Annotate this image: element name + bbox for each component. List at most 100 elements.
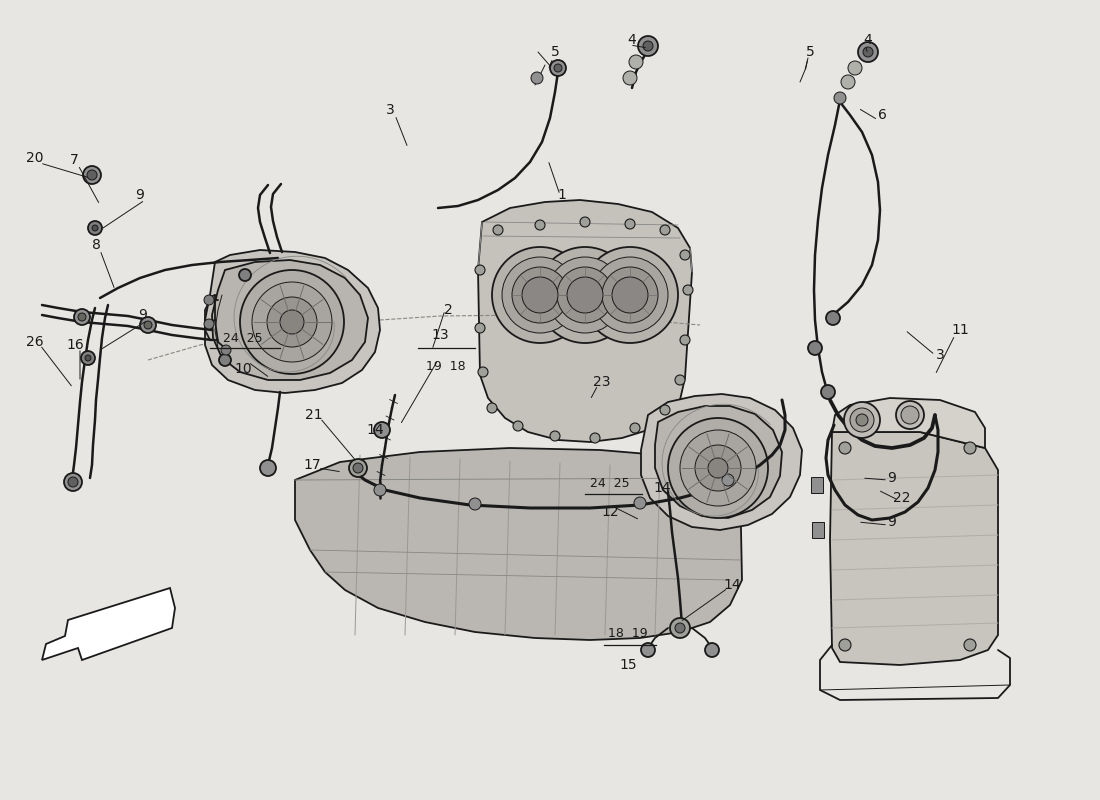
Circle shape: [221, 345, 231, 355]
Text: 11: 11: [952, 323, 969, 337]
Text: 26: 26: [26, 335, 44, 349]
Circle shape: [660, 405, 670, 415]
Polygon shape: [830, 432, 998, 665]
Circle shape: [708, 458, 728, 478]
Circle shape: [88, 221, 102, 235]
Circle shape: [144, 321, 152, 329]
Circle shape: [78, 313, 86, 321]
Circle shape: [547, 257, 623, 333]
Circle shape: [592, 257, 668, 333]
Circle shape: [864, 47, 873, 57]
Circle shape: [612, 277, 648, 313]
Circle shape: [670, 618, 690, 638]
Circle shape: [260, 460, 276, 476]
Polygon shape: [654, 406, 782, 518]
Circle shape: [140, 317, 156, 333]
Circle shape: [675, 623, 685, 633]
Circle shape: [204, 295, 214, 305]
Text: 5: 5: [805, 45, 814, 59]
Circle shape: [531, 72, 543, 84]
Circle shape: [964, 639, 976, 651]
Polygon shape: [42, 588, 175, 660]
Circle shape: [901, 406, 918, 424]
Circle shape: [668, 418, 768, 518]
Circle shape: [634, 497, 646, 509]
Circle shape: [644, 41, 653, 51]
Text: 7: 7: [69, 153, 78, 167]
Circle shape: [469, 498, 481, 510]
Text: 3: 3: [386, 103, 395, 117]
Text: 12: 12: [602, 505, 619, 519]
Text: 9: 9: [135, 188, 144, 202]
Circle shape: [848, 61, 862, 75]
Circle shape: [353, 463, 363, 473]
Circle shape: [680, 430, 756, 506]
Text: 24  25: 24 25: [591, 477, 630, 490]
Circle shape: [219, 354, 231, 366]
Circle shape: [580, 217, 590, 227]
Polygon shape: [205, 250, 380, 393]
Circle shape: [722, 474, 734, 486]
Circle shape: [68, 477, 78, 487]
Circle shape: [535, 220, 544, 230]
Circle shape: [680, 335, 690, 345]
Circle shape: [557, 267, 613, 323]
Circle shape: [695, 445, 741, 491]
Circle shape: [850, 408, 875, 432]
Text: 2: 2: [443, 303, 452, 317]
Circle shape: [834, 92, 846, 104]
Text: 9: 9: [888, 515, 896, 529]
Circle shape: [280, 310, 304, 334]
Circle shape: [74, 309, 90, 325]
Circle shape: [349, 459, 367, 477]
Circle shape: [660, 225, 670, 235]
Text: 16: 16: [66, 338, 84, 352]
Circle shape: [550, 60, 566, 76]
Circle shape: [252, 282, 332, 362]
Text: 9: 9: [139, 308, 147, 322]
Circle shape: [487, 403, 497, 413]
Text: 22: 22: [893, 491, 911, 505]
Circle shape: [92, 225, 98, 231]
Text: 15: 15: [619, 658, 637, 672]
Circle shape: [492, 247, 588, 343]
Circle shape: [964, 442, 976, 454]
Circle shape: [705, 643, 719, 657]
Text: 9: 9: [888, 471, 896, 485]
Text: 1: 1: [558, 188, 566, 202]
Bar: [811, 477, 823, 493]
Circle shape: [82, 166, 101, 184]
Polygon shape: [212, 260, 368, 380]
Circle shape: [550, 431, 560, 441]
Circle shape: [582, 247, 678, 343]
Circle shape: [374, 422, 390, 438]
Circle shape: [85, 355, 91, 361]
Circle shape: [64, 473, 82, 491]
Circle shape: [566, 277, 603, 313]
Circle shape: [493, 225, 503, 235]
Circle shape: [502, 257, 578, 333]
Text: 21: 21: [305, 408, 322, 422]
Circle shape: [896, 401, 924, 429]
Text: 24  25: 24 25: [223, 332, 263, 345]
Circle shape: [602, 267, 658, 323]
Circle shape: [629, 55, 644, 69]
Circle shape: [512, 267, 568, 323]
Text: 8: 8: [91, 238, 100, 252]
Circle shape: [374, 484, 386, 496]
Text: 14: 14: [366, 423, 384, 437]
Circle shape: [839, 639, 851, 651]
Circle shape: [240, 270, 344, 374]
Circle shape: [808, 341, 822, 355]
Circle shape: [478, 367, 488, 377]
Circle shape: [638, 36, 658, 56]
Circle shape: [856, 414, 868, 426]
Circle shape: [680, 250, 690, 260]
Text: 4: 4: [864, 33, 872, 47]
Polygon shape: [641, 394, 802, 530]
Text: 6: 6: [878, 108, 887, 122]
Circle shape: [858, 42, 878, 62]
Circle shape: [81, 351, 95, 365]
Circle shape: [267, 297, 317, 347]
Text: 14: 14: [653, 481, 671, 495]
